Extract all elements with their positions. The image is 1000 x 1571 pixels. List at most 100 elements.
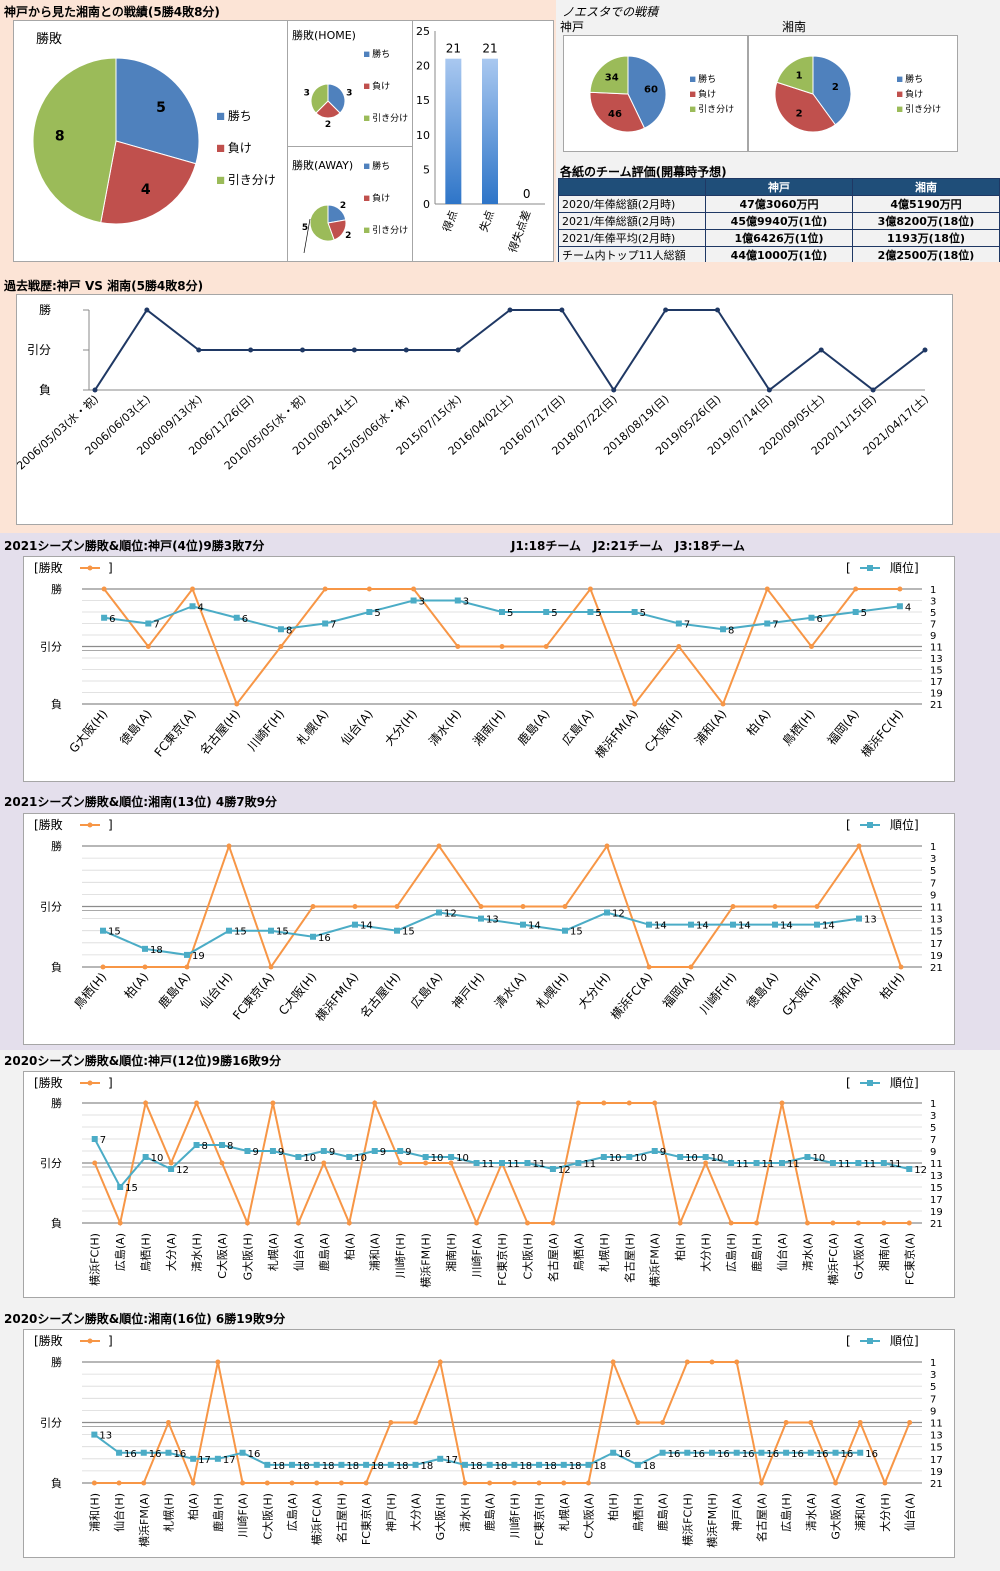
bar-value-label: 21	[482, 42, 497, 56]
rank-data-label: 16	[149, 1449, 162, 1460]
rank-point	[295, 1154, 302, 1160]
x-category-label: 柏(H)	[606, 1493, 620, 1521]
rank-data-label: 7	[100, 1135, 106, 1146]
away-pie-title: 勝敗(AWAY)	[292, 158, 353, 172]
rank-data-label: 11	[583, 1159, 596, 1170]
result-axis-label: 勝	[51, 582, 62, 596]
rank-data-label: 14	[822, 921, 835, 932]
leader-line	[303, 218, 311, 254]
home-pie-panel: 勝敗(HOME) 3 2 3 勝ち 負け 引き分け	[287, 20, 413, 147]
rank-point	[626, 1154, 633, 1160]
rank-data-label: 16	[173, 1449, 186, 1460]
rank-axis-label: 21	[930, 963, 943, 974]
x-category-label: 神戸(H)	[449, 970, 487, 1011]
result-point	[604, 843, 610, 849]
legend-swatch	[897, 91, 903, 97]
result-point	[601, 1100, 607, 1106]
x-category-label: 鳥栖(H)	[631, 1493, 645, 1532]
rank-point	[486, 1461, 493, 1468]
rank-data-label: 10	[634, 1153, 647, 1164]
rank-data-label: 13	[99, 1431, 112, 1442]
rank-axis-label: 15	[930, 1183, 943, 1194]
rank-legend-marker	[867, 565, 873, 571]
result-point	[321, 1160, 327, 1166]
result-point	[289, 1480, 295, 1486]
rank-data-label: 13	[864, 915, 877, 926]
result-point	[462, 1480, 468, 1486]
result-point	[145, 644, 151, 649]
x-category-label: 川崎F(H)	[245, 707, 287, 754]
bar-失点	[482, 58, 498, 205]
x-category-label: 柏(A)	[342, 1233, 356, 1260]
evaluation-row: 2020/年俸総額(2月時) 47億3060万円 4億5190万円	[558, 195, 1000, 213]
rank-point	[233, 614, 240, 621]
x-category-label: 鹿島(A)	[317, 1233, 331, 1271]
rank-point	[730, 921, 736, 928]
result-point	[730, 904, 736, 909]
x-category-label: 仙台(A)	[337, 706, 375, 747]
x-category-label: 横浜FM(A)	[313, 970, 362, 1024]
history-section: 過去戦歴:神戸 VS 湘南(5勝4敗8分) 負 引分 勝 2006/05/03(水・祝…	[0, 262, 1000, 533]
rank-point	[634, 1461, 641, 1468]
rank-data-label: 8	[227, 1141, 233, 1152]
bar-value-label: 21	[446, 42, 461, 56]
rank-point	[184, 951, 190, 958]
x-category-label: 福岡(A)	[824, 706, 862, 747]
x-category-label: 徳島(A)	[116, 706, 154, 747]
rank-point	[772, 921, 778, 928]
rank-point	[346, 1154, 353, 1160]
rank-axis-label: 19	[930, 689, 943, 700]
rank-point	[473, 1160, 480, 1166]
legend-label: 勝ち	[372, 160, 390, 172]
goals-bar-chart: 0 5 10 15 20 25 21 得点 21 失点 0 得失点差	[416, 25, 545, 254]
rank-data-label: 12	[176, 1165, 189, 1176]
rank-axis-label: 13	[930, 1431, 943, 1442]
x-category-label: 川崎F(A)	[470, 1233, 484, 1277]
result-point	[448, 1160, 454, 1166]
x-category-label: 名古屋(A)	[546, 1233, 560, 1282]
evaluation-row-label: チーム内トップ11人総額	[558, 246, 706, 264]
result-point	[882, 1480, 888, 1486]
rank-data-label: 17	[445, 1455, 458, 1466]
x-category-label: 仙台(H)	[112, 1493, 126, 1532]
rank-point	[779, 1160, 785, 1166]
y-tick-label: 20	[416, 60, 430, 73]
result-point	[524, 1220, 530, 1226]
rank-point	[412, 1461, 419, 1468]
y-category-label: 負	[39, 383, 51, 397]
result-point	[352, 904, 358, 909]
legend-label: 負け	[905, 88, 923, 100]
x-category-label: 横浜FC(H)	[680, 1493, 694, 1546]
result-point	[116, 1480, 122, 1486]
rank-point	[268, 927, 274, 934]
rank-data-label: 15	[276, 927, 289, 938]
rank-data-label: 14	[696, 921, 709, 932]
result-point	[101, 586, 107, 592]
rank-point	[352, 921, 358, 928]
result-point	[804, 1220, 810, 1226]
rank-axis-label: 9	[930, 890, 936, 901]
rank-data-label: 18	[272, 1461, 285, 1472]
rank-data-label: 11	[863, 1159, 876, 1170]
rank-point	[684, 1449, 691, 1456]
result-point	[897, 586, 903, 592]
rank-point	[896, 603, 903, 610]
rank-point	[478, 915, 484, 922]
rank-data-label: 10	[456, 1153, 469, 1164]
rank-axis-label: 13	[930, 654, 943, 665]
evaluation-title: 各紙のチーム評価(開幕時予想)	[560, 165, 727, 179]
rank-axis-label: 17	[930, 1455, 943, 1466]
result-point	[808, 1420, 814, 1425]
pie-slice-負け	[100, 140, 197, 225]
rank-point	[116, 1449, 123, 1456]
result-point	[310, 904, 316, 909]
x-category-label: 福岡(A)	[659, 969, 697, 1010]
rank-point	[520, 921, 526, 928]
goals-bar-panel: 0 5 10 15 20 25 21 得点 21 失点 0 得失点差	[412, 20, 554, 262]
rank-data-label: 6	[109, 614, 115, 625]
rank-point	[733, 1449, 740, 1456]
result-point	[783, 1420, 789, 1425]
summary-section: 神戸から見た湘南との戦績(5勝4敗8分) 勝敗 5 4 8 勝ち 負け 引き分け 勝敗(HO…	[0, 0, 1000, 279]
x-category-label: G大阪(H)	[66, 707, 110, 756]
